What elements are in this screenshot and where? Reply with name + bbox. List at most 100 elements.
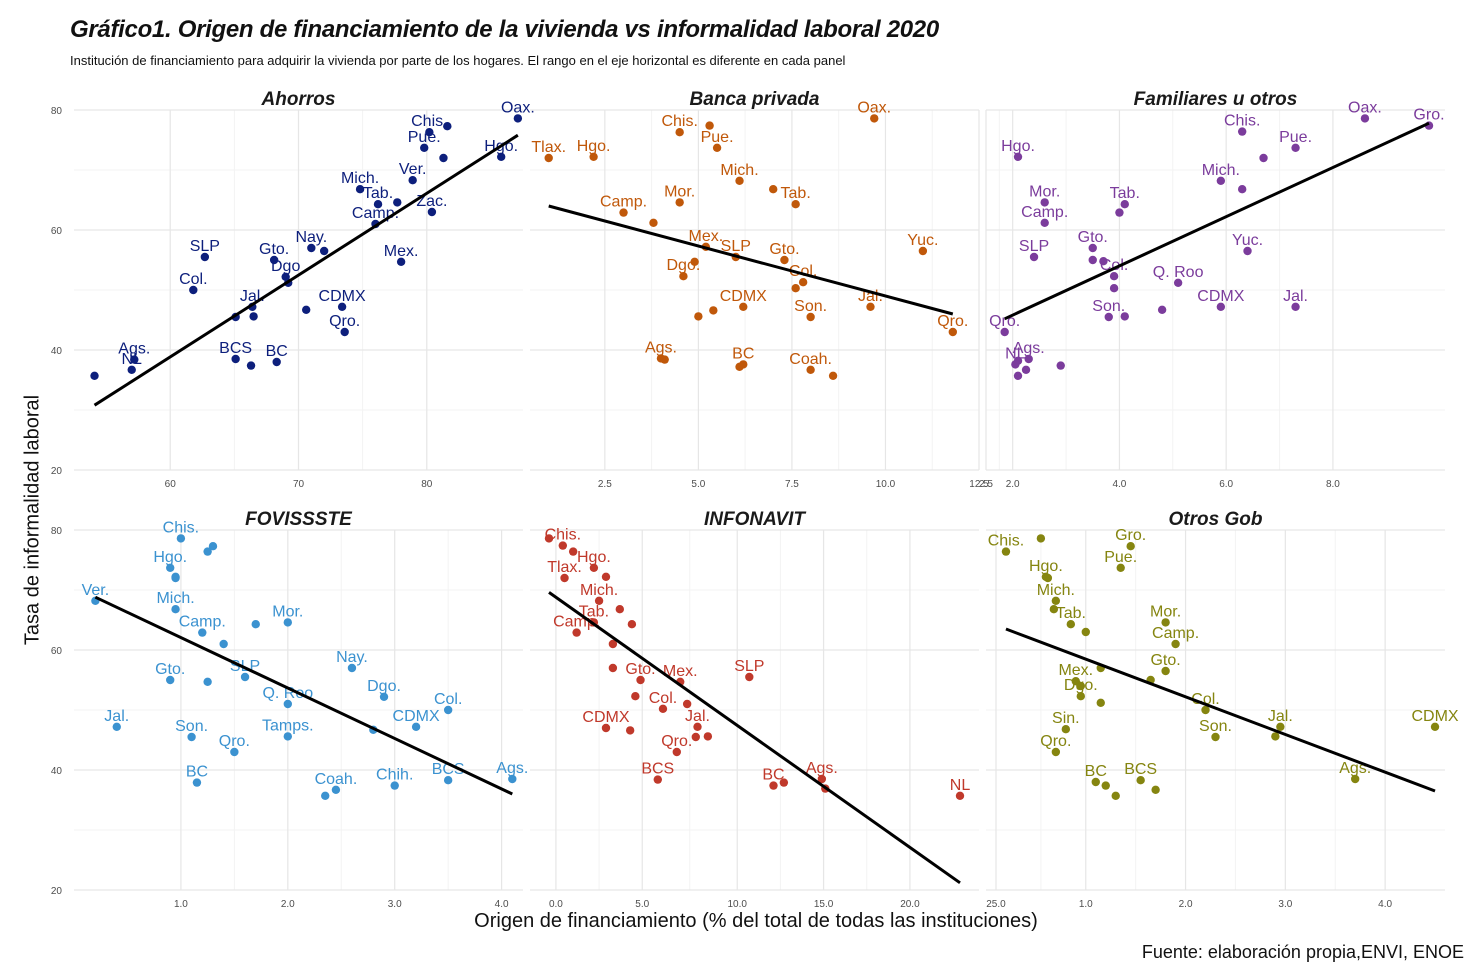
x-tick-label: 80 xyxy=(421,479,433,490)
point-label: Col. xyxy=(1100,257,1128,274)
data-point xyxy=(427,207,437,217)
point-label: Q. Roo xyxy=(262,685,313,702)
point-label: Gto. xyxy=(1150,652,1180,669)
point-label: Camp. xyxy=(179,614,226,631)
data-point xyxy=(1109,284,1119,293)
data-point xyxy=(1051,596,1061,605)
point-label: Coah. xyxy=(789,351,832,368)
point-label: Pue. xyxy=(1104,549,1137,566)
data-point xyxy=(443,776,453,785)
point-label: Gro. xyxy=(1413,107,1444,124)
point-label: Mor. xyxy=(272,603,303,620)
point-label: Oax. xyxy=(1348,99,1382,116)
data-point xyxy=(171,573,180,583)
x-axis-label: Origen de financiamiento (% del total de… xyxy=(474,910,1038,932)
data-point xyxy=(660,355,669,364)
point-label: Dgo. xyxy=(367,678,401,695)
data-point xyxy=(694,312,703,321)
y-tick-label: 40 xyxy=(51,346,63,357)
y-tick-label: 80 xyxy=(51,526,63,537)
data-point xyxy=(231,354,240,364)
data-point xyxy=(347,663,357,673)
trend-line xyxy=(1005,627,1436,793)
data-point xyxy=(219,639,228,649)
data-point xyxy=(1109,272,1119,281)
point-label: Son. xyxy=(1199,718,1232,735)
point-label: NL xyxy=(122,351,143,368)
point-label: Col. xyxy=(434,691,462,708)
point-label: Jal. xyxy=(1283,288,1308,305)
data-point xyxy=(806,365,815,374)
x-tick-label: 10.0 xyxy=(727,899,747,910)
point-label: Dgo. xyxy=(1064,677,1098,694)
data-point xyxy=(568,547,578,556)
data-point xyxy=(1076,692,1085,701)
point-label: Zac. xyxy=(416,193,447,210)
point-label: Oax. xyxy=(501,99,535,116)
data-point xyxy=(691,732,700,742)
point-label: Hgo. xyxy=(1029,558,1063,575)
data-point xyxy=(1040,218,1049,227)
point-label: CDMX xyxy=(582,709,629,726)
point-label: Tab. xyxy=(1110,185,1140,202)
point-label: Qro. xyxy=(989,313,1020,330)
data-point xyxy=(508,774,517,784)
x-tick-label: 8.0 xyxy=(1326,479,1340,490)
data-point xyxy=(735,362,744,371)
point-label: Mich. xyxy=(1202,162,1240,179)
data-point xyxy=(208,542,218,551)
data-point xyxy=(1024,354,1033,364)
trend-line xyxy=(548,204,954,316)
point-label: Mex. xyxy=(1058,662,1093,679)
point-label: CDMX xyxy=(393,708,440,725)
data-point xyxy=(619,208,628,217)
point-label: Son. xyxy=(794,298,827,315)
point-label: CDMX xyxy=(720,288,767,305)
point-label: Tab. xyxy=(363,185,393,202)
point-label: Tab. xyxy=(579,603,609,620)
data-point xyxy=(608,663,618,673)
point-label: Hgo. xyxy=(577,549,611,566)
data-point xyxy=(1013,371,1023,380)
data-point xyxy=(572,628,581,637)
data-point xyxy=(1000,327,1009,337)
point-label: BCS xyxy=(432,761,465,778)
data-point xyxy=(246,361,256,370)
point-label: Oax. xyxy=(857,99,891,116)
point-label: SLP xyxy=(721,238,751,255)
data-point xyxy=(828,371,838,380)
data-point xyxy=(1056,361,1065,370)
data-point xyxy=(817,774,827,784)
point-label: Gto. xyxy=(1078,229,1108,246)
data-point xyxy=(1029,252,1039,262)
point-label: Gto. xyxy=(625,661,655,678)
point-label: Dgo xyxy=(271,258,300,275)
x-tick-label: 6.0 xyxy=(1219,479,1233,490)
x-tick-label: 2.5 xyxy=(598,479,612,490)
data-point xyxy=(672,747,681,757)
trend-line xyxy=(93,133,519,407)
data-point xyxy=(1120,312,1129,321)
x-tick-label: 25.0 xyxy=(986,899,1006,910)
panel-fovissste: 20 40 60 80 1.0 2.0 3.0 4.0 FOVISSSTE Ver. Chis. Hg… xyxy=(51,509,528,910)
data-point xyxy=(544,534,554,543)
data-point xyxy=(1237,127,1247,136)
data-point xyxy=(1151,785,1160,794)
x-tick-label: 15.0 xyxy=(814,899,834,910)
data-point xyxy=(1271,732,1280,741)
point-label: Ags. xyxy=(1013,340,1045,357)
data-point xyxy=(1291,143,1300,152)
point-label: Mex. xyxy=(384,243,419,260)
x-tick-label: 2.0 xyxy=(1006,479,1020,490)
chart-caption: Fuente: elaboración propia,ENVI, ENOE xyxy=(1141,942,1464,962)
data-point xyxy=(712,143,722,152)
data-point xyxy=(187,732,196,742)
point-label: Yuc. xyxy=(907,232,938,249)
data-point xyxy=(1036,534,1046,543)
data-point xyxy=(631,692,640,701)
point-label: Ver. xyxy=(82,582,110,599)
x-tick-label: 2.0 xyxy=(281,899,295,910)
data-point xyxy=(166,563,175,572)
x-tick-label: 2.5 xyxy=(979,479,993,490)
y-tick-label: 20 xyxy=(51,886,63,897)
